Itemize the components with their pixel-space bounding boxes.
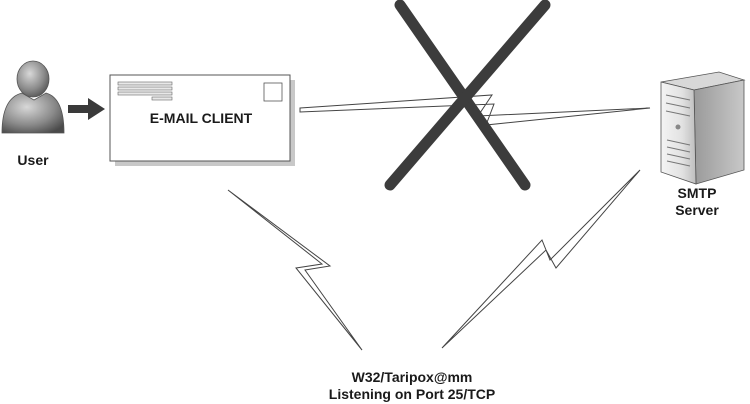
server-icon: [660, 71, 746, 185]
user-label: User: [17, 152, 49, 168]
lightning-client-to-malware: [227, 189, 363, 351]
lightning-malware-to-server: [441, 169, 641, 349]
smtp-server-label-line1: SMTP: [678, 185, 717, 201]
smtp-server-label-line2: Server: [675, 202, 719, 218]
arrow-right-icon: [68, 98, 105, 120]
malware-label-line2: Listening on Port 25/TCP: [329, 386, 495, 402]
envelope-address-lines: [117, 81, 173, 101]
malware-label-line1: W32/Taripox@mm: [352, 369, 473, 385]
envelope-stamp: [263, 82, 283, 102]
email-client-envelope: [109, 74, 295, 166]
lightning-client-to-server: [299, 94, 651, 126]
email-client-label: E-MAIL CLIENT: [150, 110, 253, 126]
cross-icon: [384, 0, 551, 191]
user-icon: [1, 60, 65, 134]
